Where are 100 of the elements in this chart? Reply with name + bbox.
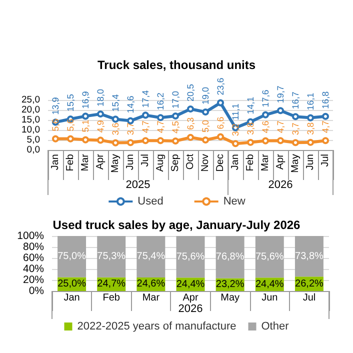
x-tick-label: Jan [50, 154, 61, 170]
x-tick-label: Apr [95, 153, 106, 170]
x-tick-label: Apr [182, 292, 199, 304]
data-label: 75,0% [58, 251, 86, 262]
data-label: 3,7 [126, 122, 136, 136]
x-tick-label: Feb [102, 292, 120, 304]
x-tick-label: Jul [140, 154, 151, 167]
x-tick-label: Oct [185, 154, 196, 170]
point [307, 114, 314, 122]
y-tick-label: 10,0 [22, 124, 40, 136]
data-label: 16,7 [290, 92, 300, 110]
x-tick-label: Apr [275, 153, 286, 170]
point [277, 107, 284, 114]
x-tick-label: Dec [215, 154, 226, 172]
point [217, 99, 224, 106]
data-label: 5,1 [80, 120, 90, 132]
x-tick-label: Jan [64, 292, 80, 304]
point [82, 112, 89, 120]
point [277, 137, 284, 144]
y-tick-label: 0,0 [26, 144, 40, 156]
chart-title: Truck sales, thousand units [97, 58, 256, 72]
point [172, 138, 179, 144]
bar [136, 236, 166, 278]
data-label: 75,4% [136, 251, 166, 262]
data-label: 4,7 [276, 120, 286, 134]
legend-label: Used [138, 196, 164, 208]
legend-label: Other [261, 320, 290, 332]
data-label: 4,9 [96, 120, 106, 133]
x-tick-label: Jan [230, 154, 241, 170]
y-tick-label: 15,0 [22, 114, 40, 126]
point [127, 139, 134, 146]
data-label: 4,7 [140, 120, 150, 134]
data-label: 15,5 [66, 94, 76, 112]
point [142, 112, 149, 119]
x-tick-label: Jun [125, 154, 136, 170]
data-label: 3,7 [290, 122, 300, 136]
x-tick-label: Nov [200, 154, 211, 172]
point [292, 139, 299, 146]
data-label: 20,5 [186, 84, 196, 102]
point [292, 113, 299, 120]
data-label: 16,1 [306, 92, 316, 110]
point [202, 136, 209, 144]
point [307, 138, 314, 146]
x-tick-label: Jun [305, 154, 316, 170]
data-label: 3,2 [230, 124, 240, 136]
data-label: 75,3% [97, 251, 126, 262]
data-label: 16,8 [320, 91, 330, 109]
x-tick-label: Mar [142, 292, 160, 304]
x-tick-label: Aug [155, 154, 166, 172]
data-label: 73,8% [295, 250, 324, 262]
y-tick-label: 5,0 [26, 134, 40, 146]
point [142, 137, 149, 144]
point [247, 138, 254, 146]
data-label: 17,0 [170, 90, 180, 108]
point [172, 112, 179, 120]
point [262, 137, 269, 144]
point [322, 112, 329, 120]
data-label: 14,6 [126, 96, 136, 114]
x-tick-label: Sep [170, 154, 181, 172]
data-label: 24,6% [136, 278, 166, 290]
data-label: 18,0 [96, 88, 106, 106]
y-tick-label: 20,0 [22, 104, 40, 116]
data-label: 5,6 [50, 118, 60, 132]
point [187, 106, 194, 112]
data-label: 4,7 [156, 120, 166, 134]
point [112, 139, 119, 146]
bar [216, 236, 244, 278]
point [187, 134, 194, 141]
bar [294, 236, 324, 277]
data-label: 76,8% [216, 252, 244, 263]
data-label: 24,4% [255, 278, 284, 290]
data-label: 6,3 [186, 117, 196, 130]
x-tick-label: Mar [80, 153, 91, 172]
y-tick-label: 0% [28, 285, 44, 297]
data-label: 75,6% [176, 251, 205, 262]
point [157, 137, 164, 144]
y-tick-label: 100% [17, 230, 44, 242]
point [217, 133, 224, 140]
data-label: 23,2% [216, 279, 244, 290]
point [322, 137, 329, 144]
y-tick-label: 20% [22, 274, 44, 286]
data-label: 75,6% [255, 251, 284, 262]
data-label: 5,0 [200, 120, 210, 132]
data-label: 17,6 [260, 90, 270, 108]
point [232, 140, 239, 148]
bar [176, 236, 205, 278]
point [82, 136, 89, 144]
bar [255, 236, 284, 278]
point [97, 110, 104, 118]
x-tick-label: Mar [260, 153, 271, 172]
data-label: 13,9 [50, 97, 60, 115]
data-label: 4,6 [260, 120, 270, 134]
chart-title: Used truck sales by age, January-July 2026 [52, 218, 301, 232]
bar [97, 236, 126, 278]
legend-label: 2022-2025 years of manufacture [77, 320, 236, 332]
data-label: 14,1 [246, 96, 256, 114]
data-label: 4,5 [170, 120, 180, 134]
y-tick-label: 60% [22, 252, 44, 264]
data-label: 19,0 [200, 86, 210, 104]
x-tick-label: Jun [262, 292, 278, 304]
